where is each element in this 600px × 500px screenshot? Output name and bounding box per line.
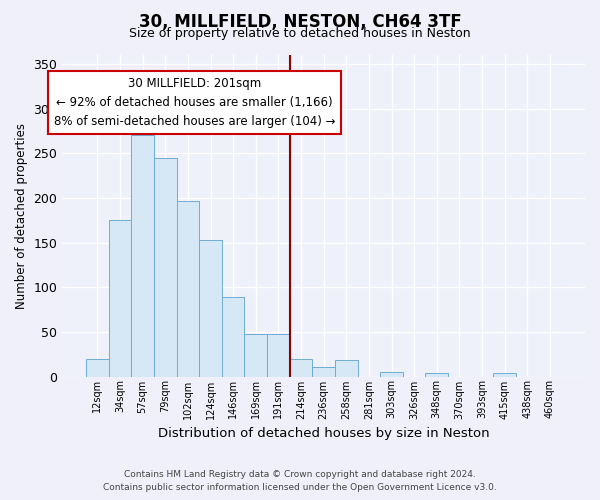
- Y-axis label: Number of detached properties: Number of detached properties: [15, 123, 28, 309]
- Bar: [86, 358, 109, 376]
- Text: Contains HM Land Registry data © Crown copyright and database right 2024.
Contai: Contains HM Land Registry data © Crown c…: [103, 470, 497, 492]
- Bar: [313, 366, 335, 376]
- Bar: [176, 200, 199, 376]
- Text: 30, MILLFIELD, NESTON, CH64 3TF: 30, MILLFIELD, NESTON, CH64 3TF: [139, 12, 461, 30]
- Bar: [335, 360, 358, 376]
- Bar: [109, 220, 131, 376]
- Text: 30 MILLFIELD: 201sqm
← 92% of detached houses are smaller (1,166)
8% of semi-det: 30 MILLFIELD: 201sqm ← 92% of detached h…: [54, 78, 335, 128]
- Bar: [493, 373, 516, 376]
- Bar: [425, 373, 448, 376]
- Bar: [380, 372, 403, 376]
- Bar: [154, 158, 176, 376]
- Bar: [131, 136, 154, 376]
- Bar: [290, 358, 313, 376]
- Bar: [199, 240, 222, 376]
- X-axis label: Distribution of detached houses by size in Neston: Distribution of detached houses by size …: [158, 427, 490, 440]
- Bar: [267, 334, 290, 376]
- Bar: [244, 334, 267, 376]
- Bar: [222, 297, 244, 376]
- Text: Size of property relative to detached houses in Neston: Size of property relative to detached ho…: [129, 28, 471, 40]
